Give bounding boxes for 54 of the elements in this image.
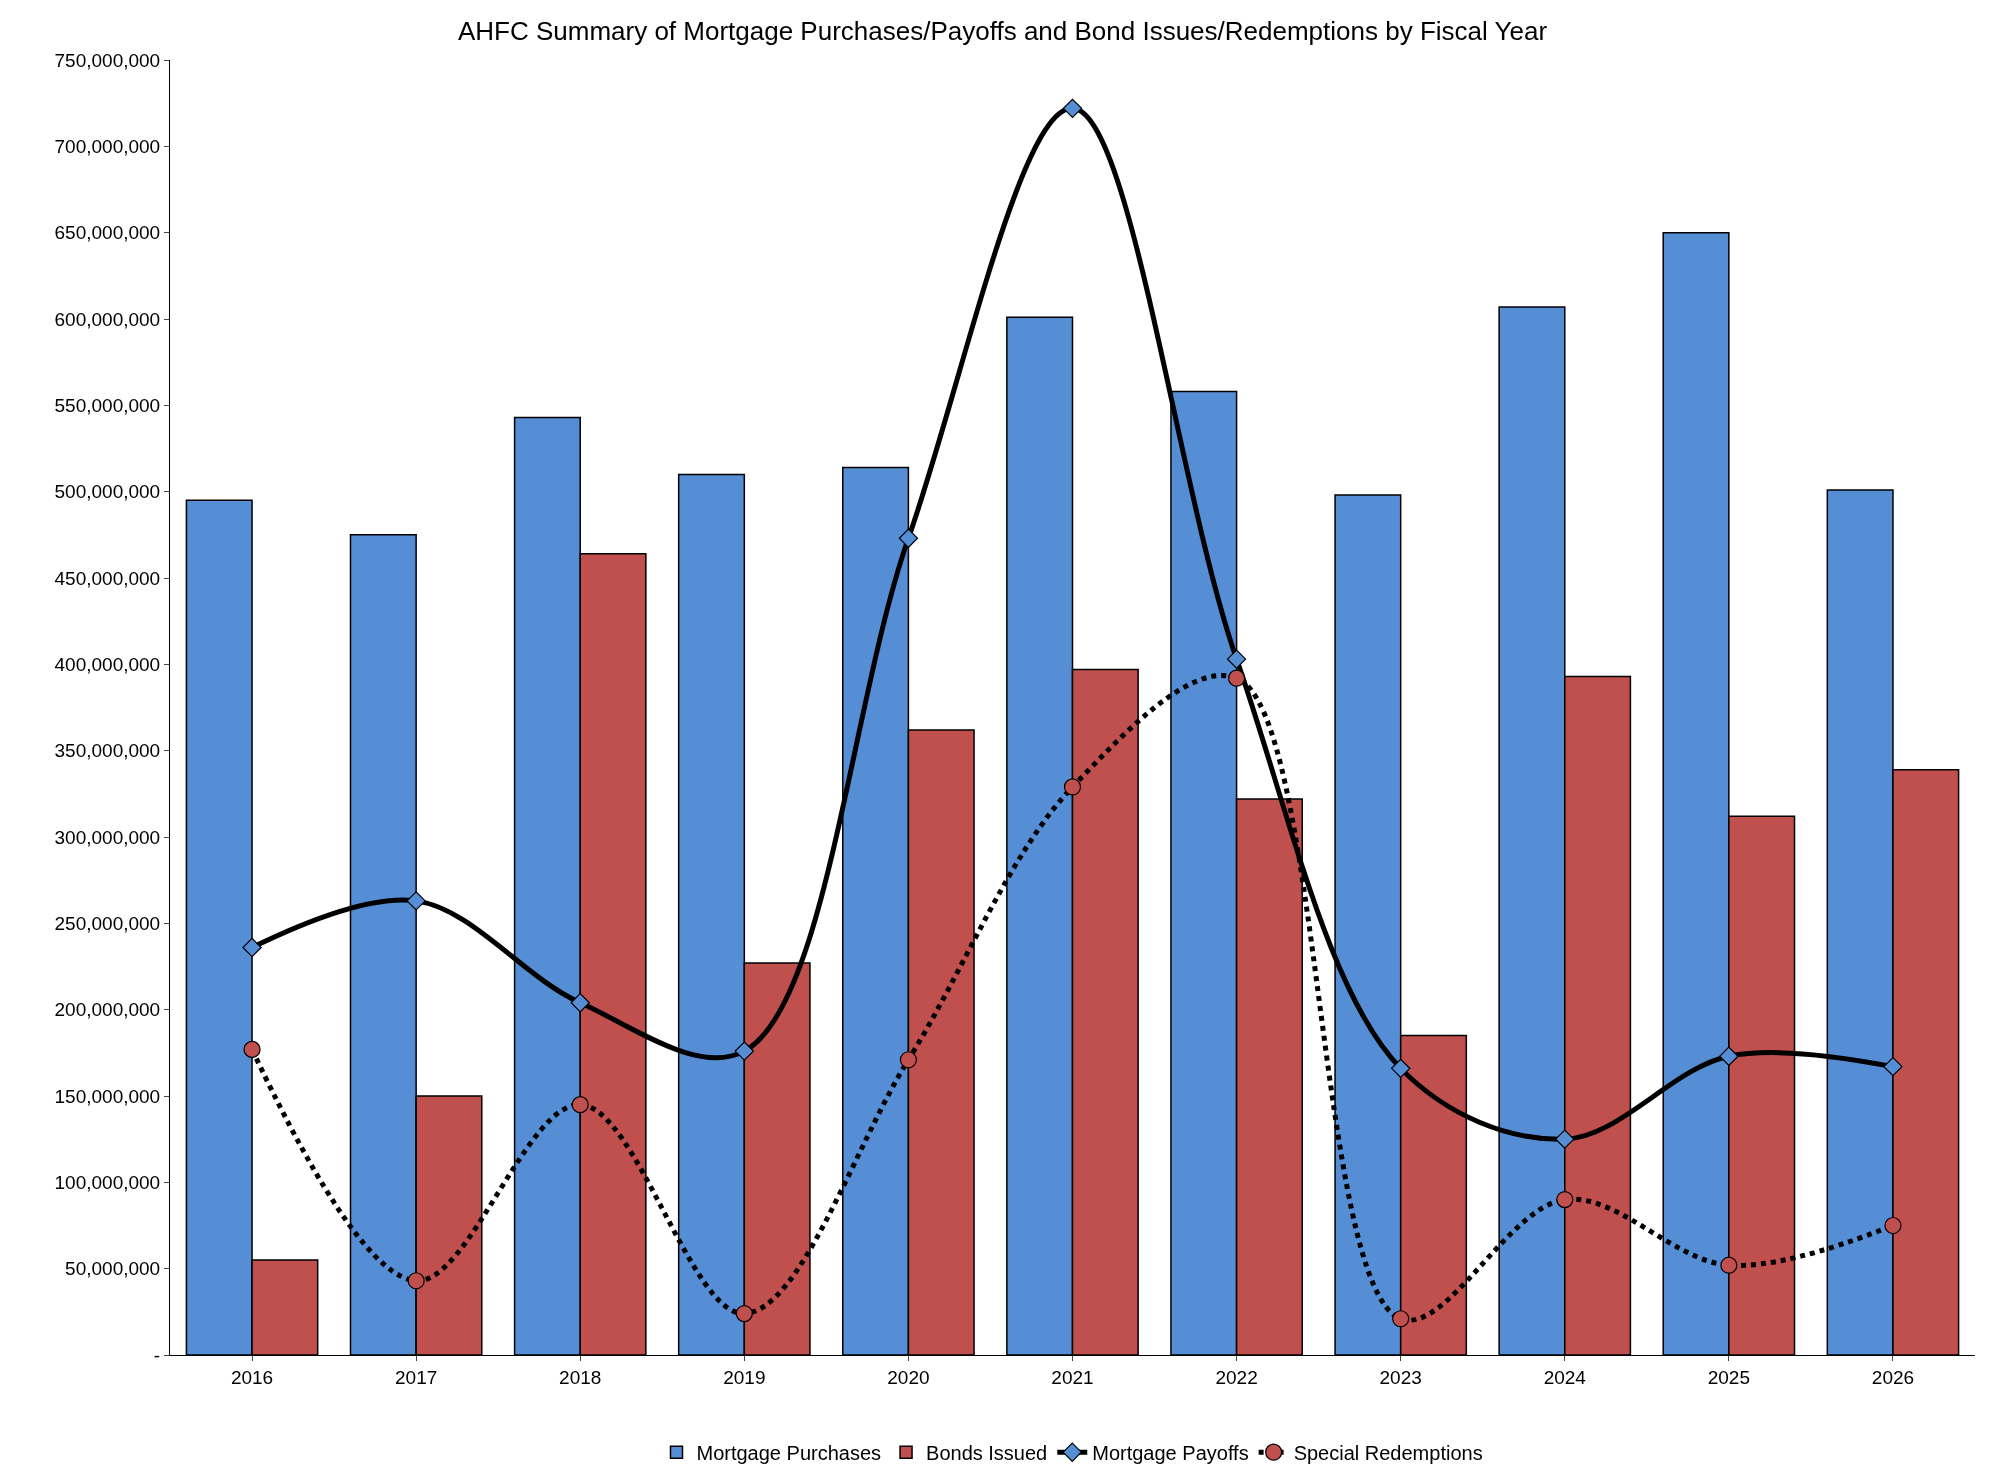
y-tick-label: 450,000,000 <box>54 567 161 589</box>
x-tick-label: 2017 <box>395 1366 438 1388</box>
point <box>570 993 590 1013</box>
x-tick-label: 2016 <box>230 1366 274 1388</box>
point <box>242 937 262 958</box>
x-tick-label: 2020 <box>887 1366 930 1388</box>
x-tick-label: 2021 <box>1051 1366 1094 1388</box>
y-tick-label: 500,000,000 <box>54 481 161 503</box>
point <box>899 1051 918 1069</box>
point <box>1883 1056 1903 1077</box>
y-tick-label: 350,000,000 <box>54 740 161 762</box>
y-tick-label: 600,000,000 <box>54 308 161 330</box>
y-tick-label: 250,000,000 <box>54 912 161 934</box>
point <box>1063 778 1082 796</box>
point <box>734 1041 755 1061</box>
chart-title: AHFC Summary of Mortgage Purchases/Payoffs and Bond Issues/Redemptions by Fiscal Year <box>457 16 1548 47</box>
point <box>1062 98 1083 119</box>
point <box>243 1040 261 1058</box>
point <box>571 1096 589 1114</box>
point <box>898 528 919 548</box>
point <box>1556 1191 1574 1209</box>
y-tick-label: 100,000,000 <box>54 1171 161 1193</box>
legend-label: Special Redemptions <box>1293 1442 1483 1464</box>
point <box>735 1304 753 1323</box>
point <box>1720 1256 1738 1274</box>
y-tick-label: 50,000,000 <box>65 1258 161 1280</box>
x-tick-label: 2019 <box>723 1366 766 1388</box>
point <box>406 891 426 911</box>
x-tick-label: 2026 <box>1871 1366 1915 1388</box>
x-tick-label: 2024 <box>1543 1366 1587 1388</box>
y-tick-label: 200,000,000 <box>54 999 161 1021</box>
legend-label: Mortgage Purchases <box>696 1442 882 1464</box>
y-tick-label: 750,000,000 <box>54 49 161 71</box>
point <box>1228 669 1246 687</box>
point <box>1226 649 1247 669</box>
point <box>1390 1058 1411 1079</box>
y-tick-label: 700,000,000 <box>54 135 161 157</box>
legend-label: Mortgage Payoffs <box>1092 1442 1249 1464</box>
point <box>1555 1129 1575 1149</box>
y-tick-label: 650,000,000 <box>54 222 161 244</box>
x-tick-label: 2023 <box>1379 1366 1422 1388</box>
x-tick-label: 2018 <box>559 1366 602 1388</box>
legend-label: Bonds Issued <box>926 1442 1048 1464</box>
y-tick-label: 150,000,000 <box>54 1085 161 1107</box>
y-tick-label: 300,000,000 <box>54 826 161 848</box>
x-tick-label: 2025 <box>1707 1366 1750 1388</box>
point <box>1719 1046 1739 1066</box>
y-tick-label: 400,000,000 <box>54 653 161 675</box>
point <box>1392 1310 1410 1328</box>
y-tick-label: 550,000,000 <box>54 394 161 416</box>
point <box>1884 1216 1902 1235</box>
point <box>407 1272 425 1290</box>
x-tick-label: 2022 <box>1215 1366 1258 1388</box>
y-tick-label: - <box>153 1344 161 1366</box>
